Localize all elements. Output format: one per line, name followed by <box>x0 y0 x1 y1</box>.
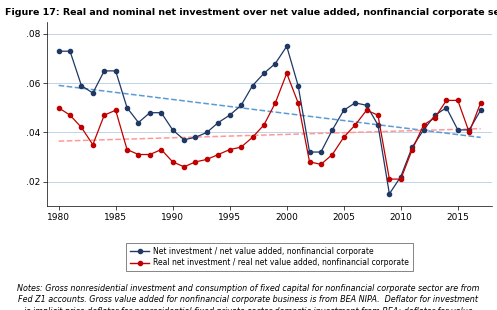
Legend: Net investment / net value added, nonfinancial corporate, Real net investment / : Net investment / net value added, nonfin… <box>126 243 413 271</box>
Text: Figure 17: Real and nominal net investment over net value added, nonfinancial co: Figure 17: Real and nominal net investme… <box>5 8 497 17</box>
Text: Notes: Gross nonresidential investment and consumption of fixed capital for nonf: Notes: Gross nonresidential investment a… <box>17 284 480 310</box>
